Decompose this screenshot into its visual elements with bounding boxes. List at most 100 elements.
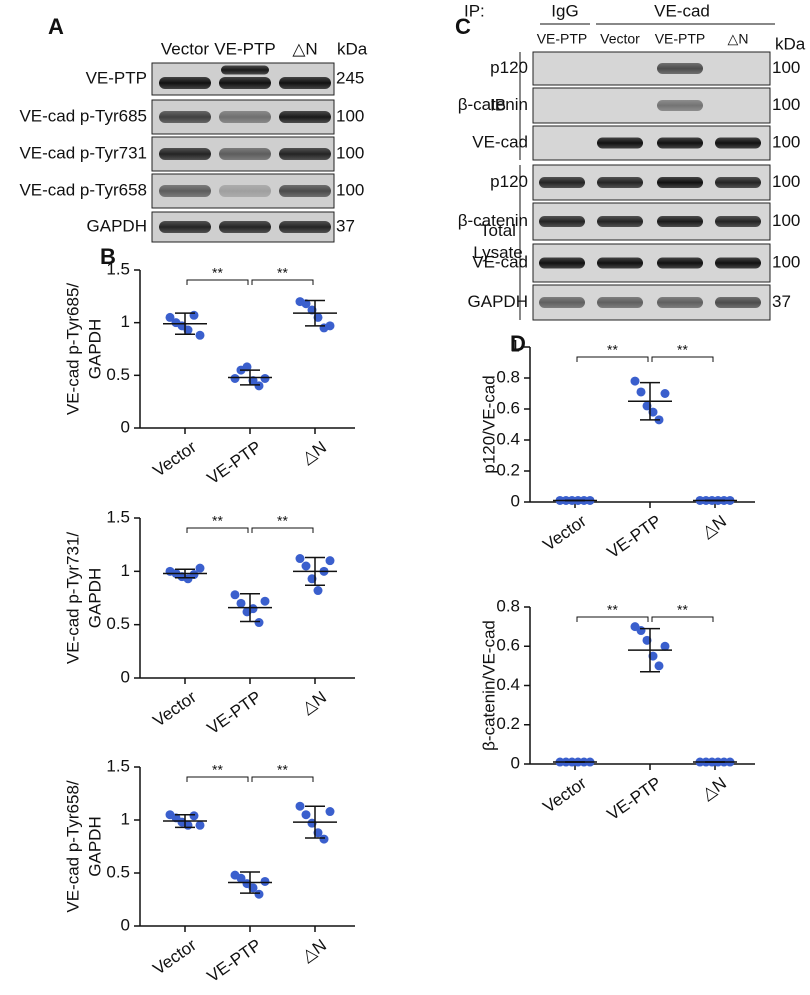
mw-label: 100 xyxy=(336,106,364,125)
panel-label: D xyxy=(510,331,526,356)
row-label: p120 xyxy=(490,172,528,191)
significance-bracket xyxy=(186,776,249,782)
x-tick-label: Vector xyxy=(539,773,590,816)
data-point xyxy=(636,387,646,397)
significance-label: ** xyxy=(277,513,288,529)
significance-label: ** xyxy=(212,762,223,778)
row-label: VE-cad p-Tyr685 xyxy=(19,106,147,125)
blot-band xyxy=(219,221,271,233)
row-label: GAPDH xyxy=(468,292,528,311)
mw-label: 37 xyxy=(772,292,791,311)
mw-label: 245 xyxy=(336,68,364,87)
data-point xyxy=(660,389,670,398)
blot-band xyxy=(657,177,703,188)
y-tick-label: 0.4 xyxy=(496,429,520,448)
blot-band xyxy=(539,177,585,188)
blot-band xyxy=(657,257,703,269)
significance-label: ** xyxy=(607,602,618,618)
panel-label: B xyxy=(100,244,116,269)
blot-band xyxy=(715,216,761,227)
blot-band xyxy=(159,77,211,89)
blot-band xyxy=(597,216,643,227)
y-axis-label: GAPDH xyxy=(85,568,104,628)
data-point xyxy=(236,873,246,883)
data-point xyxy=(301,299,311,309)
blot-band xyxy=(279,111,331,123)
y-axis-label: VE-cad p-Tyr658/ xyxy=(63,780,82,913)
y-tick-label: 0.2 xyxy=(496,714,520,733)
blot-band xyxy=(657,63,703,74)
y-axis-label: p120/VE-cad xyxy=(479,375,498,473)
x-tick-label: △N xyxy=(298,437,330,467)
significance-bracket xyxy=(186,279,249,285)
significance-bracket xyxy=(251,279,314,285)
y-tick-label: 1 xyxy=(121,561,130,580)
y-tick-label: 0.5 xyxy=(106,862,130,881)
x-tick-label: VE-PTP xyxy=(604,511,665,562)
data-point xyxy=(630,376,640,386)
y-tick-label: 0 xyxy=(121,417,130,436)
blot-band xyxy=(219,111,271,123)
lane-label: Vector xyxy=(600,31,640,47)
y-axis-label: VE-cad p-Tyr731/ xyxy=(63,532,82,665)
lane-label: △N xyxy=(292,39,317,58)
significance-bracket xyxy=(651,616,714,622)
mw-label: 100 xyxy=(772,58,800,77)
blot-frame xyxy=(532,51,771,86)
y-tick-label: 1.5 xyxy=(106,756,130,775)
blot-band xyxy=(539,257,585,269)
row-label: VE-cad xyxy=(472,252,528,271)
data-point xyxy=(301,561,311,571)
mw-label: 100 xyxy=(772,252,800,271)
mw-label: 100 xyxy=(772,211,800,230)
blot-band xyxy=(597,257,643,269)
data-point xyxy=(295,801,305,811)
significance-label: ** xyxy=(607,342,618,358)
y-tick-label: 0.8 xyxy=(496,596,520,615)
row-label: VE-cad p-Tyr658 xyxy=(19,180,147,199)
row-label: β-catenin xyxy=(458,95,528,114)
data-point xyxy=(295,554,305,564)
blot-band xyxy=(279,221,331,233)
significance-label: ** xyxy=(677,602,688,618)
data-point xyxy=(254,381,264,391)
blot-band xyxy=(657,100,703,111)
y-axis-label: GAPDH xyxy=(85,816,104,876)
blot-band xyxy=(597,297,643,308)
data-point xyxy=(195,563,205,573)
ip-group: IgG xyxy=(551,1,578,20)
unit-label: kDa xyxy=(775,34,806,53)
mw-label: 100 xyxy=(336,143,364,162)
data-point xyxy=(242,362,252,372)
x-tick-label: VE-PTP xyxy=(204,437,265,488)
x-tick-label: VE-PTP xyxy=(204,935,265,986)
significance-label: ** xyxy=(212,265,223,281)
row-label: VE-cad p-Tyr731 xyxy=(19,143,147,162)
blot-band xyxy=(159,185,211,197)
blot-band xyxy=(219,185,271,197)
significance-bracket xyxy=(251,776,314,782)
data-point xyxy=(195,330,205,340)
blot-band xyxy=(159,221,211,233)
x-tick-label: △N xyxy=(298,935,330,965)
data-point xyxy=(325,321,335,331)
blot-band xyxy=(221,65,269,75)
x-tick-label: Vector xyxy=(149,437,200,480)
x-tick-label: Vector xyxy=(149,687,200,730)
blot-band xyxy=(539,297,585,308)
data-point xyxy=(319,834,329,844)
lane-label: VE-PTP xyxy=(655,31,706,47)
y-tick-label: 0.5 xyxy=(106,614,130,633)
x-tick-label: Vector xyxy=(149,935,200,978)
y-tick-label: 0.6 xyxy=(496,636,520,655)
panel-label: A xyxy=(48,14,64,39)
blot-band xyxy=(159,111,211,123)
x-tick-label: Vector xyxy=(539,511,590,554)
x-tick-label: VE-PTP xyxy=(604,773,665,824)
data-point xyxy=(313,586,323,596)
lane-label: Vector xyxy=(161,39,210,58)
panel-label: C xyxy=(455,14,471,39)
ip-label: IP: xyxy=(464,1,485,20)
y-tick-label: 1 xyxy=(121,809,130,828)
